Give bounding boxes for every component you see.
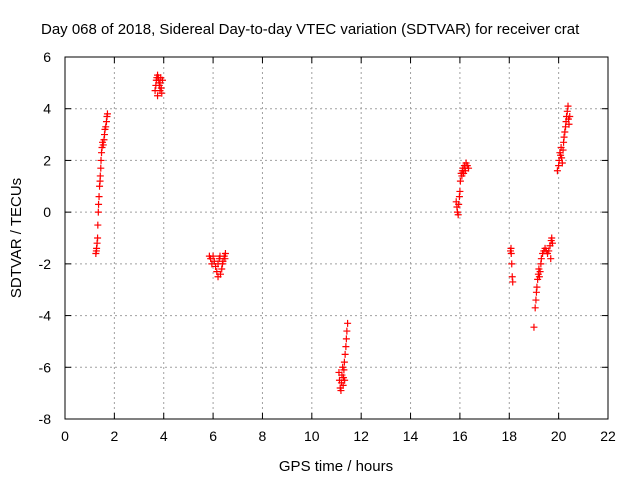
x-tick-label: 16 <box>452 428 468 444</box>
data-point <box>564 102 572 110</box>
y-tick-label: 2 <box>43 152 51 168</box>
data-point <box>508 260 516 268</box>
x-tick-label: 22 <box>600 428 616 444</box>
x-tick-label: 14 <box>403 428 419 444</box>
x-axis-label: GPS time / hours <box>279 458 393 475</box>
data-point <box>548 234 556 242</box>
data-point <box>535 273 543 281</box>
data-point <box>97 156 105 164</box>
data-point <box>559 146 567 154</box>
data-point <box>565 120 573 128</box>
data-point <box>461 167 469 175</box>
y-tick-label: 4 <box>43 101 51 117</box>
data-point <box>561 128 569 136</box>
chart-title: Day 068 of 2018, Sidereal Day-to-day VTE… <box>41 21 580 38</box>
y-tick-label: 0 <box>43 204 51 220</box>
axis-ticks <box>64 56 609 420</box>
grid <box>65 57 608 419</box>
data-point <box>558 159 566 167</box>
data-point <box>214 273 222 281</box>
x-tick-label: 10 <box>304 428 320 444</box>
data-point <box>158 76 166 84</box>
x-tick-label: 20 <box>551 428 567 444</box>
data-point <box>532 296 540 304</box>
y-axis-label: SDTVAR / TECUs <box>8 178 25 298</box>
data-point <box>342 335 350 343</box>
data-point <box>340 366 348 374</box>
data-point <box>156 87 164 95</box>
x-tick-label: 0 <box>61 428 69 444</box>
plot-frame <box>64 56 609 420</box>
data-point <box>94 221 102 229</box>
data-point <box>218 265 226 273</box>
data-point <box>103 110 111 118</box>
data-point <box>563 107 571 115</box>
data-point <box>454 211 462 219</box>
data-point <box>547 255 555 263</box>
data-point <box>566 112 574 120</box>
tick-labels: 0 2 4 6 8 10 12 14 16 18 20 22 -8 -6 -4 -2 0 2 4 6 <box>39 49 616 444</box>
x-tick-label: 2 <box>110 428 118 444</box>
data-point <box>154 92 162 100</box>
data-point <box>344 319 352 327</box>
data-point <box>545 247 553 255</box>
data-points <box>92 71 574 395</box>
data-point <box>95 193 103 201</box>
data-point <box>97 164 105 172</box>
data-point <box>560 133 568 141</box>
data-point <box>341 350 349 358</box>
data-point <box>209 252 217 260</box>
y-tick-label: -8 <box>39 411 52 427</box>
data-point <box>340 358 348 366</box>
data-point <box>210 257 218 265</box>
x-tick-label: 8 <box>259 428 267 444</box>
x-tick-label: 6 <box>209 428 217 444</box>
data-point <box>221 255 229 263</box>
data-point <box>537 255 545 263</box>
data-point <box>94 208 102 216</box>
data-point <box>456 187 464 195</box>
data-point <box>455 200 463 208</box>
data-point <box>533 283 541 291</box>
x-tick-label: 12 <box>353 428 369 444</box>
data-point <box>530 323 538 331</box>
data-point <box>337 387 345 395</box>
data-point <box>342 343 350 351</box>
y-tick-label: -6 <box>39 359 52 375</box>
data-point <box>102 123 110 131</box>
x-tick-label: 4 <box>160 428 168 444</box>
data-point <box>341 376 349 384</box>
data-point <box>509 278 517 286</box>
data-point <box>456 177 464 185</box>
y-tick-label: 6 <box>43 49 51 65</box>
x-tick-label: 18 <box>501 428 517 444</box>
data-point <box>96 172 104 180</box>
y-tick-label: -2 <box>39 256 52 272</box>
data-point <box>213 268 221 276</box>
data-point <box>218 260 226 268</box>
data-point <box>99 141 107 149</box>
data-point <box>507 250 515 258</box>
data-point <box>339 381 347 389</box>
y-tick-label: -4 <box>39 308 52 324</box>
data-point <box>94 234 102 242</box>
data-point <box>216 252 224 260</box>
data-point <box>531 304 539 312</box>
data-point <box>548 239 556 247</box>
data-point <box>553 167 561 175</box>
data-point <box>343 327 351 335</box>
data-point <box>558 154 566 162</box>
data-point <box>536 268 544 276</box>
data-point <box>95 200 103 208</box>
